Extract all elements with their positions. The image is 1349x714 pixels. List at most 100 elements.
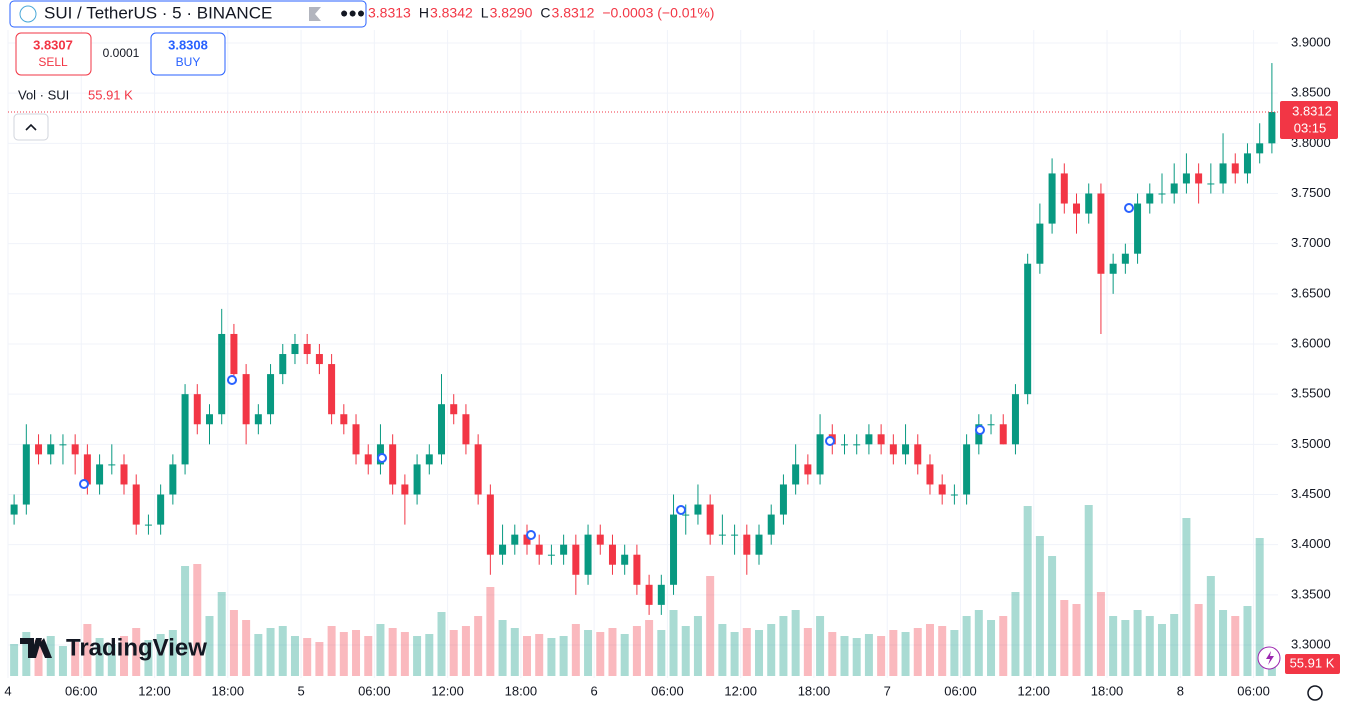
x-tick-label: 6 bbox=[591, 683, 598, 698]
sell-label: SELL bbox=[38, 55, 68, 69]
candle-body bbox=[902, 444, 910, 455]
sell-button[interactable] bbox=[15, 32, 92, 76]
event-marker[interactable] bbox=[1124, 203, 1134, 213]
x-tick-label: 06:00 bbox=[358, 683, 391, 698]
y-tick-label: 3.6500 bbox=[1291, 285, 1331, 300]
volume-bar bbox=[339, 632, 348, 676]
candle-body bbox=[547, 554, 555, 556]
candle-body bbox=[1097, 193, 1105, 274]
event-marker[interactable] bbox=[227, 375, 237, 385]
event-marker[interactable] bbox=[526, 530, 536, 540]
volume-bar bbox=[217, 592, 226, 676]
candle-body bbox=[486, 494, 494, 555]
candle-body bbox=[205, 414, 213, 425]
volume-bar bbox=[120, 636, 129, 676]
volume-bar bbox=[669, 610, 678, 676]
legend-item: 3.8312 bbox=[552, 5, 595, 21]
volume-bar bbox=[584, 630, 593, 676]
x-tick-label: 06:00 bbox=[944, 683, 977, 698]
buy-label: BUY bbox=[176, 55, 201, 69]
volume-bar bbox=[1048, 556, 1057, 676]
volume-bar bbox=[950, 630, 959, 676]
candle-body bbox=[474, 444, 482, 495]
volume-bar bbox=[58, 646, 67, 676]
event-marker[interactable] bbox=[825, 436, 835, 446]
buy-button[interactable] bbox=[150, 32, 226, 76]
volume-bar bbox=[1145, 616, 1154, 676]
volume-tag-label: 55.91 K bbox=[1290, 655, 1335, 670]
more-icon[interactable]: ●●● bbox=[340, 5, 365, 21]
settings-icon[interactable] bbox=[1307, 685, 1323, 701]
volume-bar bbox=[828, 632, 837, 676]
y-tick-label: 3.9000 bbox=[1291, 34, 1331, 49]
volume-bar bbox=[1231, 616, 1240, 676]
candle-body bbox=[303, 344, 311, 355]
volume-bar bbox=[938, 626, 947, 676]
volume-bar bbox=[779, 616, 788, 676]
volume-bar bbox=[254, 634, 263, 676]
volume-bar bbox=[1219, 610, 1228, 676]
x-tick-label: 8 bbox=[1177, 683, 1184, 698]
candle-body bbox=[279, 354, 287, 375]
volume-bar bbox=[1133, 610, 1142, 676]
candle-body bbox=[181, 394, 189, 465]
volume-bar bbox=[437, 612, 446, 676]
collapse-button[interactable] bbox=[13, 113, 49, 141]
volume-bar bbox=[559, 636, 568, 676]
volume-bar bbox=[22, 632, 31, 676]
volume-bar bbox=[681, 626, 690, 676]
volume-bar bbox=[364, 636, 373, 676]
volume-bar bbox=[901, 632, 910, 676]
volume-bar bbox=[547, 638, 556, 676]
candle-body bbox=[938, 484, 946, 495]
candle-body bbox=[1036, 223, 1044, 264]
candle-body bbox=[1060, 173, 1068, 204]
candle-body bbox=[999, 424, 1007, 445]
volume-bar bbox=[400, 632, 409, 676]
candle-body bbox=[1134, 203, 1142, 254]
volume-value: 55.91 K bbox=[88, 87, 133, 102]
event-marker[interactable] bbox=[676, 505, 686, 515]
candle-body bbox=[340, 414, 348, 425]
candle-body bbox=[560, 544, 568, 555]
symbol-box[interactable] bbox=[9, 0, 367, 28]
candle-body bbox=[328, 364, 336, 415]
volume-bar bbox=[1109, 616, 1118, 676]
volume-bar bbox=[352, 630, 361, 676]
candle-body bbox=[731, 534, 739, 536]
volume-bar bbox=[987, 620, 996, 676]
candle-body bbox=[816, 434, 824, 475]
volume-bar bbox=[852, 638, 861, 676]
volume-bar bbox=[1084, 505, 1093, 676]
candle-body bbox=[743, 534, 751, 555]
candle-body bbox=[657, 584, 665, 605]
event-marker[interactable] bbox=[975, 425, 985, 435]
event-marker[interactable] bbox=[377, 453, 387, 463]
legend-item: −0.0003 (−0.01%) bbox=[602, 5, 714, 21]
candle-body bbox=[315, 354, 323, 365]
volume-bar bbox=[71, 642, 80, 676]
volume-bar bbox=[510, 628, 519, 676]
candle-body bbox=[963, 444, 971, 495]
volume-tag bbox=[1285, 654, 1340, 674]
volume-bar bbox=[803, 628, 812, 676]
flag-icon[interactable] bbox=[309, 7, 321, 21]
candle-body bbox=[694, 504, 702, 515]
volume-bar bbox=[620, 634, 629, 676]
volume-bar bbox=[95, 638, 104, 676]
legend-item: 3.8290 bbox=[490, 5, 533, 21]
candle-body bbox=[865, 434, 873, 445]
candle-body bbox=[792, 464, 800, 485]
x-tick-label: 06:00 bbox=[65, 683, 98, 698]
candle-body bbox=[572, 544, 580, 575]
last-price-label: 3.8312 bbox=[1292, 103, 1332, 118]
volume-bar bbox=[461, 626, 470, 676]
candle-body bbox=[608, 544, 616, 565]
event-marker[interactable] bbox=[79, 479, 89, 489]
candle-body bbox=[254, 414, 262, 425]
volume-bar bbox=[327, 626, 336, 676]
volume-bar bbox=[474, 616, 483, 676]
last-price-tag bbox=[1280, 101, 1338, 140]
volume-bar bbox=[522, 636, 531, 676]
